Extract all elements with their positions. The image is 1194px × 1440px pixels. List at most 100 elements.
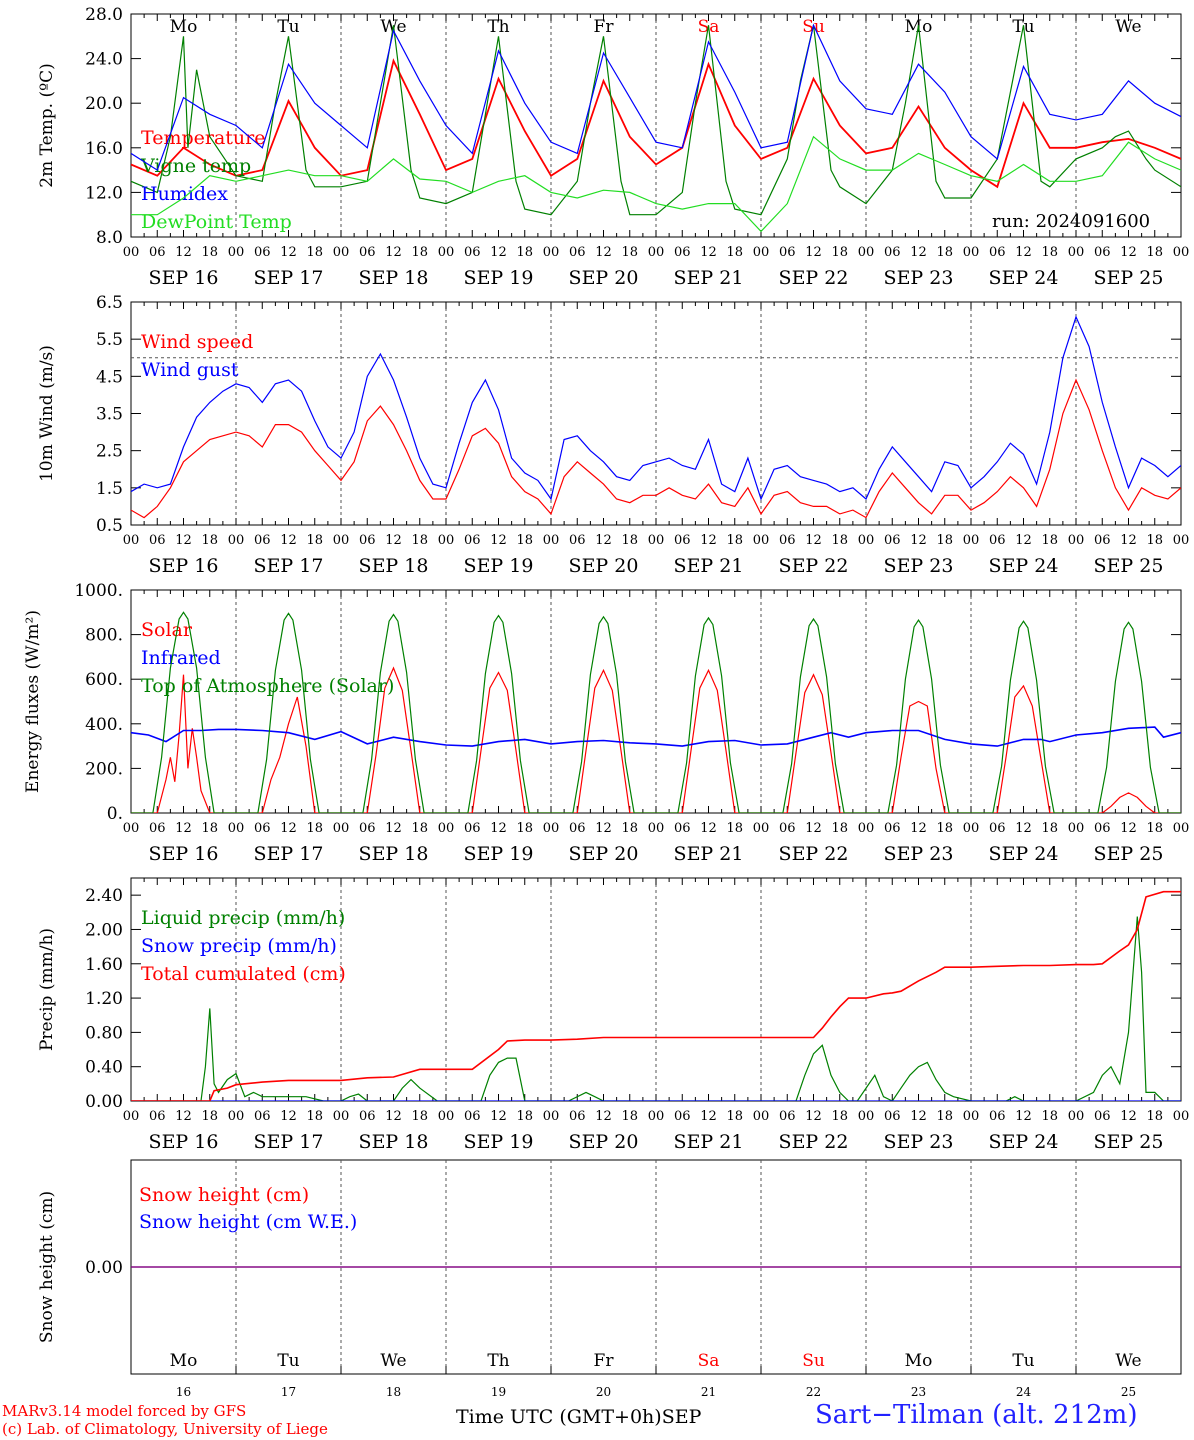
hour-tick-label: 18 xyxy=(621,1109,638,1124)
hour-tick-label: 12 xyxy=(1015,533,1032,548)
hour-tick-label: 06 xyxy=(779,1109,796,1124)
hour-tick-label: 12 xyxy=(280,245,297,260)
hour-tick-label: 12 xyxy=(805,245,822,260)
hour-tick-label: 06 xyxy=(149,1109,166,1124)
hour-tick-label: 06 xyxy=(674,1109,691,1124)
hour-tick-label: 00 xyxy=(543,1109,560,1124)
plot-frame xyxy=(130,589,1182,814)
hour-tick-label: 12 xyxy=(385,533,402,548)
y-tick-label: 0.00 xyxy=(85,1258,123,1278)
hour-tick-label: 00 xyxy=(648,533,665,548)
hour-tick-label: 00 xyxy=(228,821,245,836)
hour-tick-label: 06 xyxy=(779,533,796,548)
y-axis-title: 2m Temp. (ºC) xyxy=(37,63,57,188)
hour-tick-label: 12 xyxy=(175,821,192,836)
hour-tick-label: 00 xyxy=(333,1109,350,1124)
hour-tick-label: 18 xyxy=(936,821,953,836)
hour-tick-label: 18 xyxy=(726,821,743,836)
hour-tick-label: 00 xyxy=(1068,245,1085,260)
weekday-label: Th xyxy=(487,17,509,37)
y-tick-label: 0.80 xyxy=(85,1023,123,1043)
hour-tick-label: 06 xyxy=(254,245,271,260)
hour-tick-label: 06 xyxy=(464,533,481,548)
hour-tick-label: 00 xyxy=(1173,245,1190,260)
hour-tick-label: 18 xyxy=(936,1109,953,1124)
hour-tick-label: 12 xyxy=(490,821,507,836)
weekday-label: Tu xyxy=(277,1351,299,1371)
hour-tick-label: 00 xyxy=(228,245,245,260)
day-number-label: 23 xyxy=(911,1385,926,1399)
hour-tick-label: 12 xyxy=(1120,533,1137,548)
date-label: SEP 18 xyxy=(359,267,429,289)
hour-tick-label: 06 xyxy=(464,821,481,836)
date-label: SEP 21 xyxy=(674,1131,744,1153)
hour-tick-label: 18 xyxy=(621,821,638,836)
panel-energy: 00 06 12 18 00 06 12 18 00 06 12 18 00 06 12 18 00 06 12 18… xyxy=(23,581,1189,865)
legend-label: Wind gust xyxy=(141,359,239,381)
date-label: SEP 25 xyxy=(1094,843,1164,865)
hour-tick-label: 06 xyxy=(674,533,691,548)
date-label: SEP 18 xyxy=(359,1131,429,1153)
hour-tick-label: 18 xyxy=(516,245,533,260)
weekday-label: Mo xyxy=(170,17,198,37)
hour-tick-label: 12 xyxy=(1015,245,1032,260)
hour-tick-label: 18 xyxy=(306,1109,323,1124)
hour-tick-label: 12 xyxy=(910,245,927,260)
date-label: SEP 16 xyxy=(149,1131,219,1153)
y-tick-label: 600. xyxy=(85,670,123,690)
y-tick-label: 2.40 xyxy=(85,886,123,906)
hour-tick-label: 12 xyxy=(490,1109,507,1124)
legend-label: DewPoint Temp xyxy=(141,211,292,233)
hour-tick-label: 18 xyxy=(1041,245,1058,260)
y-axis-title: 10m Wind (m/s) xyxy=(37,345,57,482)
hour-tick-label: 18 xyxy=(936,245,953,260)
date-label: SEP 18 xyxy=(359,555,429,577)
date-label: SEP 20 xyxy=(569,1131,639,1153)
day-number-label: 19 xyxy=(491,1385,506,1399)
date-label: SEP 21 xyxy=(674,555,744,577)
hour-tick-label: 06 xyxy=(149,821,166,836)
hour-tick-label: 18 xyxy=(516,1109,533,1124)
hour-tick-label: 00 xyxy=(123,245,140,260)
date-label: SEP 24 xyxy=(989,1131,1059,1153)
hour-tick-label: 00 xyxy=(1068,533,1085,548)
hour-tick-label: 12 xyxy=(385,1109,402,1124)
hour-tick-label: 18 xyxy=(306,533,323,548)
y-tick-label: 20.0 xyxy=(85,94,123,114)
date-label: SEP 17 xyxy=(254,843,324,865)
date-label: SEP 25 xyxy=(1094,267,1164,289)
date-label: SEP 20 xyxy=(569,843,639,865)
hour-tick-label: 12 xyxy=(700,533,717,548)
hour-tick-label: 18 xyxy=(411,245,428,260)
hour-tick-label: 12 xyxy=(1120,245,1137,260)
y-axis-title: Precip (mm/h) xyxy=(37,928,57,1051)
hour-tick-label: 06 xyxy=(254,533,271,548)
hour-tick-label: 18 xyxy=(831,821,848,836)
hour-tick-label: 06 xyxy=(149,245,166,260)
hour-tick-label: 06 xyxy=(464,245,481,260)
hour-tick-label: 00 xyxy=(543,245,560,260)
series-line-dewpoint-temp xyxy=(131,135,1181,233)
y-tick-label: 2.00 xyxy=(85,920,123,940)
hour-tick-label: 18 xyxy=(621,245,638,260)
date-label: SEP 20 xyxy=(569,555,639,577)
y-tick-label: 24.0 xyxy=(85,50,123,70)
y-tick-label: 12.0 xyxy=(85,183,123,203)
hour-tick-label: 12 xyxy=(700,1109,717,1124)
date-label: SEP 16 xyxy=(149,555,219,577)
hour-tick-label: 18 xyxy=(201,533,218,548)
plot-frame xyxy=(130,301,1182,526)
hour-tick-label: 18 xyxy=(1041,821,1058,836)
legend-label: Infrared xyxy=(141,647,221,669)
hour-tick-label: 06 xyxy=(1094,533,1111,548)
hour-tick-label: 06 xyxy=(674,821,691,836)
hour-tick-label: 06 xyxy=(464,1109,481,1124)
series-line-liquid-precip-mm-h- xyxy=(131,916,1181,1101)
hour-tick-label: 00 xyxy=(753,1109,770,1124)
hour-tick-label: 06 xyxy=(1094,1109,1111,1124)
hour-tick-label: 06 xyxy=(1094,821,1111,836)
date-label: SEP 23 xyxy=(884,267,954,289)
series-line-wind-speed xyxy=(131,378,1181,519)
y-axis-title: Energy fluxes (W/m²) xyxy=(23,610,43,793)
hour-tick-label: 00 xyxy=(438,821,455,836)
